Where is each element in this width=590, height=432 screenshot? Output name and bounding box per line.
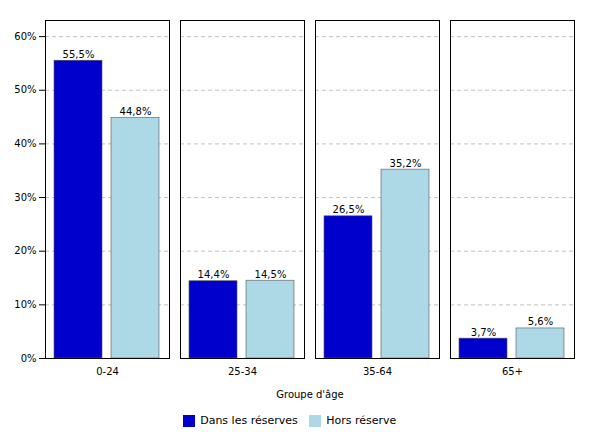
svg-text:0%: 0% — [21, 353, 37, 364]
svg-text:20%: 20% — [14, 245, 36, 256]
svg-text:44,8%: 44,8% — [120, 106, 152, 117]
svg-text:35-64: 35-64 — [363, 366, 392, 377]
svg-text:50%: 50% — [14, 84, 36, 95]
svg-text:26,5%: 26,5% — [333, 204, 365, 215]
html-text:Hors réserve: Hors réserve — [326, 414, 397, 427]
svg-text:14,4%: 14,4% — [198, 269, 230, 280]
svg-text:25-34: 25-34 — [228, 366, 257, 377]
svg-text:14,5%: 14,5% — [255, 269, 287, 280]
svg-text:5,6%: 5,6% — [528, 316, 553, 327]
html-text:Dans les réserves: Dans les réserves — [200, 414, 298, 427]
svg-text:10%: 10% — [14, 299, 36, 310]
svg-text:3,7%: 3,7% — [471, 327, 496, 338]
svg-text:30%: 30% — [14, 192, 36, 203]
svg-text:40%: 40% — [14, 138, 36, 149]
svg-text:55,5%: 55,5% — [63, 49, 95, 60]
svg-text:35,2%: 35,2% — [390, 158, 422, 169]
svg-text:65+: 65+ — [502, 366, 523, 377]
svg-text:60%: 60% — [14, 31, 36, 42]
svg-text:0-24: 0-24 — [96, 366, 119, 377]
svg-text:Groupe d'âge: Groupe d'âge — [276, 389, 344, 400]
